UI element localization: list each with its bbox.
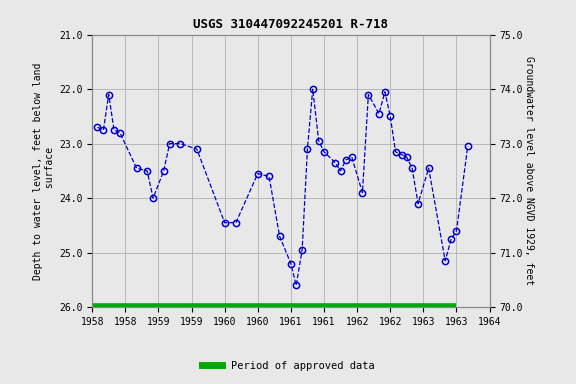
Title: USGS 310447092245201 R-718: USGS 310447092245201 R-718 (194, 18, 388, 31)
Legend: Period of approved data: Period of approved data (198, 357, 378, 375)
Y-axis label: Depth to water level, feet below land
 surface: Depth to water level, feet below land su… (33, 62, 55, 280)
Y-axis label: Groundwater level above NGVD 1929, feet: Groundwater level above NGVD 1929, feet (524, 56, 534, 285)
